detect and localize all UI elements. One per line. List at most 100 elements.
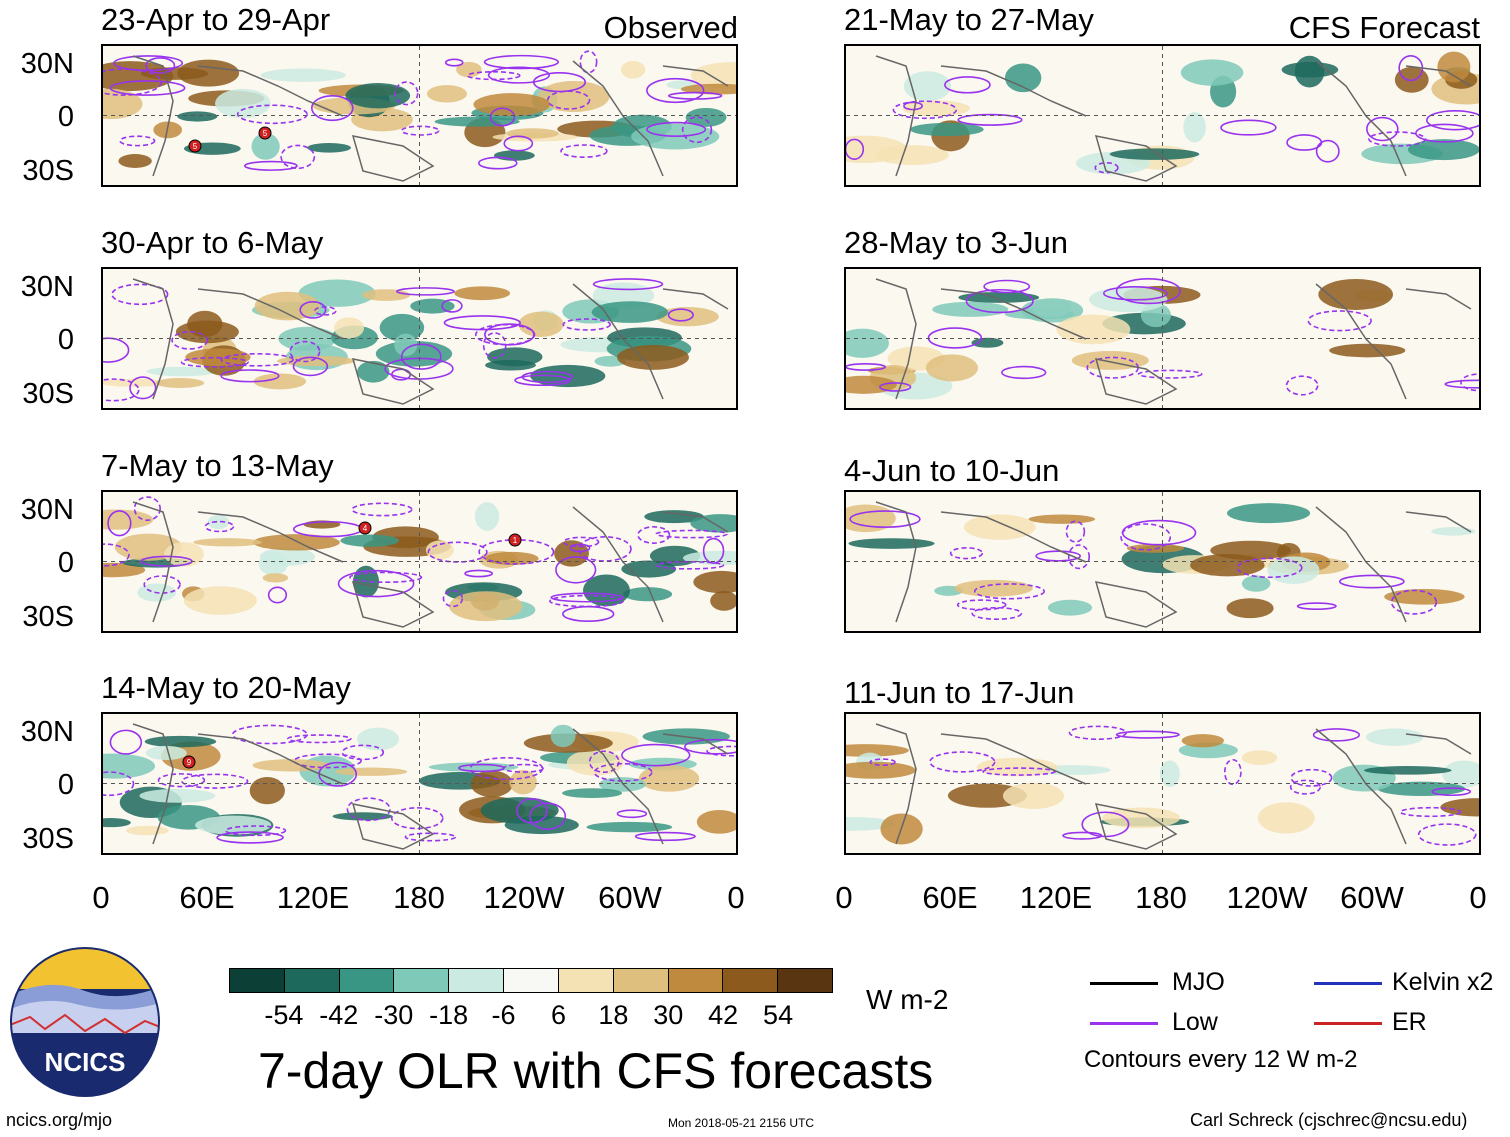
contour-line (220, 369, 280, 383)
anomaly-blob (875, 145, 949, 165)
contour-line (550, 592, 624, 603)
coastline (940, 733, 1087, 785)
lat-label-30s-row4: 30S (22, 823, 74, 855)
contour-line (236, 104, 308, 125)
lon-label-left-0-end: 0 (727, 880, 745, 915)
anomaly-blob (1257, 802, 1315, 834)
anomaly-blob (260, 68, 347, 82)
coastline (662, 288, 729, 310)
anomaly-blob (1294, 55, 1325, 88)
forecast-panel-2-title: 28-May to 3-Jun (844, 225, 1068, 260)
observed-label: Observed (603, 10, 738, 45)
contour-line (1444, 379, 1479, 389)
forecast-label: CFS Forecast (1288, 10, 1480, 45)
anomaly-blob (1002, 782, 1065, 809)
anomaly-blob (963, 514, 1036, 540)
contour-line (484, 323, 535, 346)
anomaly-blob (504, 815, 579, 835)
contour-line (1035, 550, 1082, 562)
anomaly-blob (485, 359, 536, 371)
contour-line (293, 753, 362, 769)
coastline (132, 55, 174, 177)
lon-label-right-0-end: 0 (1469, 880, 1487, 915)
colorbar-tick-label: 30 (653, 1000, 684, 1030)
contour-line (983, 279, 1031, 294)
contour-line (103, 337, 130, 363)
legend-mjo-label: MJO (1172, 968, 1225, 996)
coastline (940, 288, 1087, 340)
contour-line (464, 569, 494, 578)
storm-marker-label: 5 (193, 142, 198, 151)
colorbar-swatch (449, 969, 505, 992)
anomaly-blob (591, 301, 669, 323)
storm-marker-label: 5 (263, 129, 268, 138)
anomaly-blob (550, 724, 576, 748)
contour-line (444, 58, 464, 67)
contour-line (655, 560, 725, 570)
anomaly-blob (103, 88, 143, 120)
contour-line (514, 374, 571, 387)
anomaly-blob (620, 60, 646, 79)
anomaly-blob (1364, 766, 1452, 775)
coastline (875, 723, 917, 845)
contour-line (1103, 286, 1168, 301)
anomaly-blob (1241, 575, 1271, 592)
coastline (132, 723, 174, 845)
contour-line (549, 594, 624, 608)
coastline (1094, 135, 1178, 182)
anomaly-blob (449, 591, 523, 622)
storm-marker-icon (508, 533, 522, 547)
contour-line (616, 809, 648, 819)
contour-line (157, 773, 206, 788)
anomaly-blob (846, 761, 916, 779)
contour-line (287, 734, 352, 744)
contour-note: Contours every 12 W m-2 (1084, 1046, 1358, 1073)
contour-line (133, 496, 161, 521)
anomaly-blob (357, 360, 390, 383)
contour-line (956, 599, 1007, 611)
anomaly-blob (207, 514, 230, 530)
coastline (1094, 358, 1178, 405)
anomaly-blob (456, 61, 482, 78)
anomaly-blob (394, 333, 418, 357)
contour-line (220, 353, 294, 367)
contour-line (487, 66, 550, 84)
anomaly-blob (474, 502, 500, 531)
contour-line (243, 160, 298, 171)
anomaly-blob (1056, 314, 1131, 345)
coastline (1405, 733, 1472, 755)
contour-line (1115, 730, 1180, 739)
forecast-panel-1-map (844, 44, 1481, 187)
contour-line (927, 327, 983, 349)
colorbar-swatch (394, 969, 450, 992)
colorbar-swatch (558, 969, 614, 992)
anomaly-blob (1377, 781, 1466, 797)
contour-line (971, 606, 1023, 621)
coastline (197, 511, 344, 563)
contour-line (529, 802, 567, 830)
coastline (940, 65, 1087, 117)
anomaly-blob (470, 770, 513, 798)
contour-line (396, 287, 455, 296)
anomaly-blob (195, 815, 272, 835)
contour-line (1338, 574, 1405, 589)
anomaly-blob (1267, 556, 1320, 585)
contour-line (1312, 728, 1361, 742)
contour-line (289, 340, 321, 363)
footer-url[interactable]: ncics.org/mjo (6, 1110, 113, 1130)
contour-line (1094, 162, 1119, 174)
contour-line (280, 144, 316, 170)
contour-line (224, 825, 287, 837)
contour-line (119, 135, 156, 147)
contour-line (292, 356, 329, 377)
contour-line (973, 583, 1045, 600)
contour-line (341, 744, 385, 761)
forecast-panel-2-map (844, 267, 1481, 410)
colorbar-tick-label: 54 (763, 1000, 794, 1030)
contour-line (516, 797, 548, 824)
contour-line (103, 543, 130, 567)
coastline (1405, 288, 1472, 310)
legend-er-label: ER (1392, 1008, 1427, 1036)
colorbar-tick-label: -18 (429, 1000, 469, 1030)
